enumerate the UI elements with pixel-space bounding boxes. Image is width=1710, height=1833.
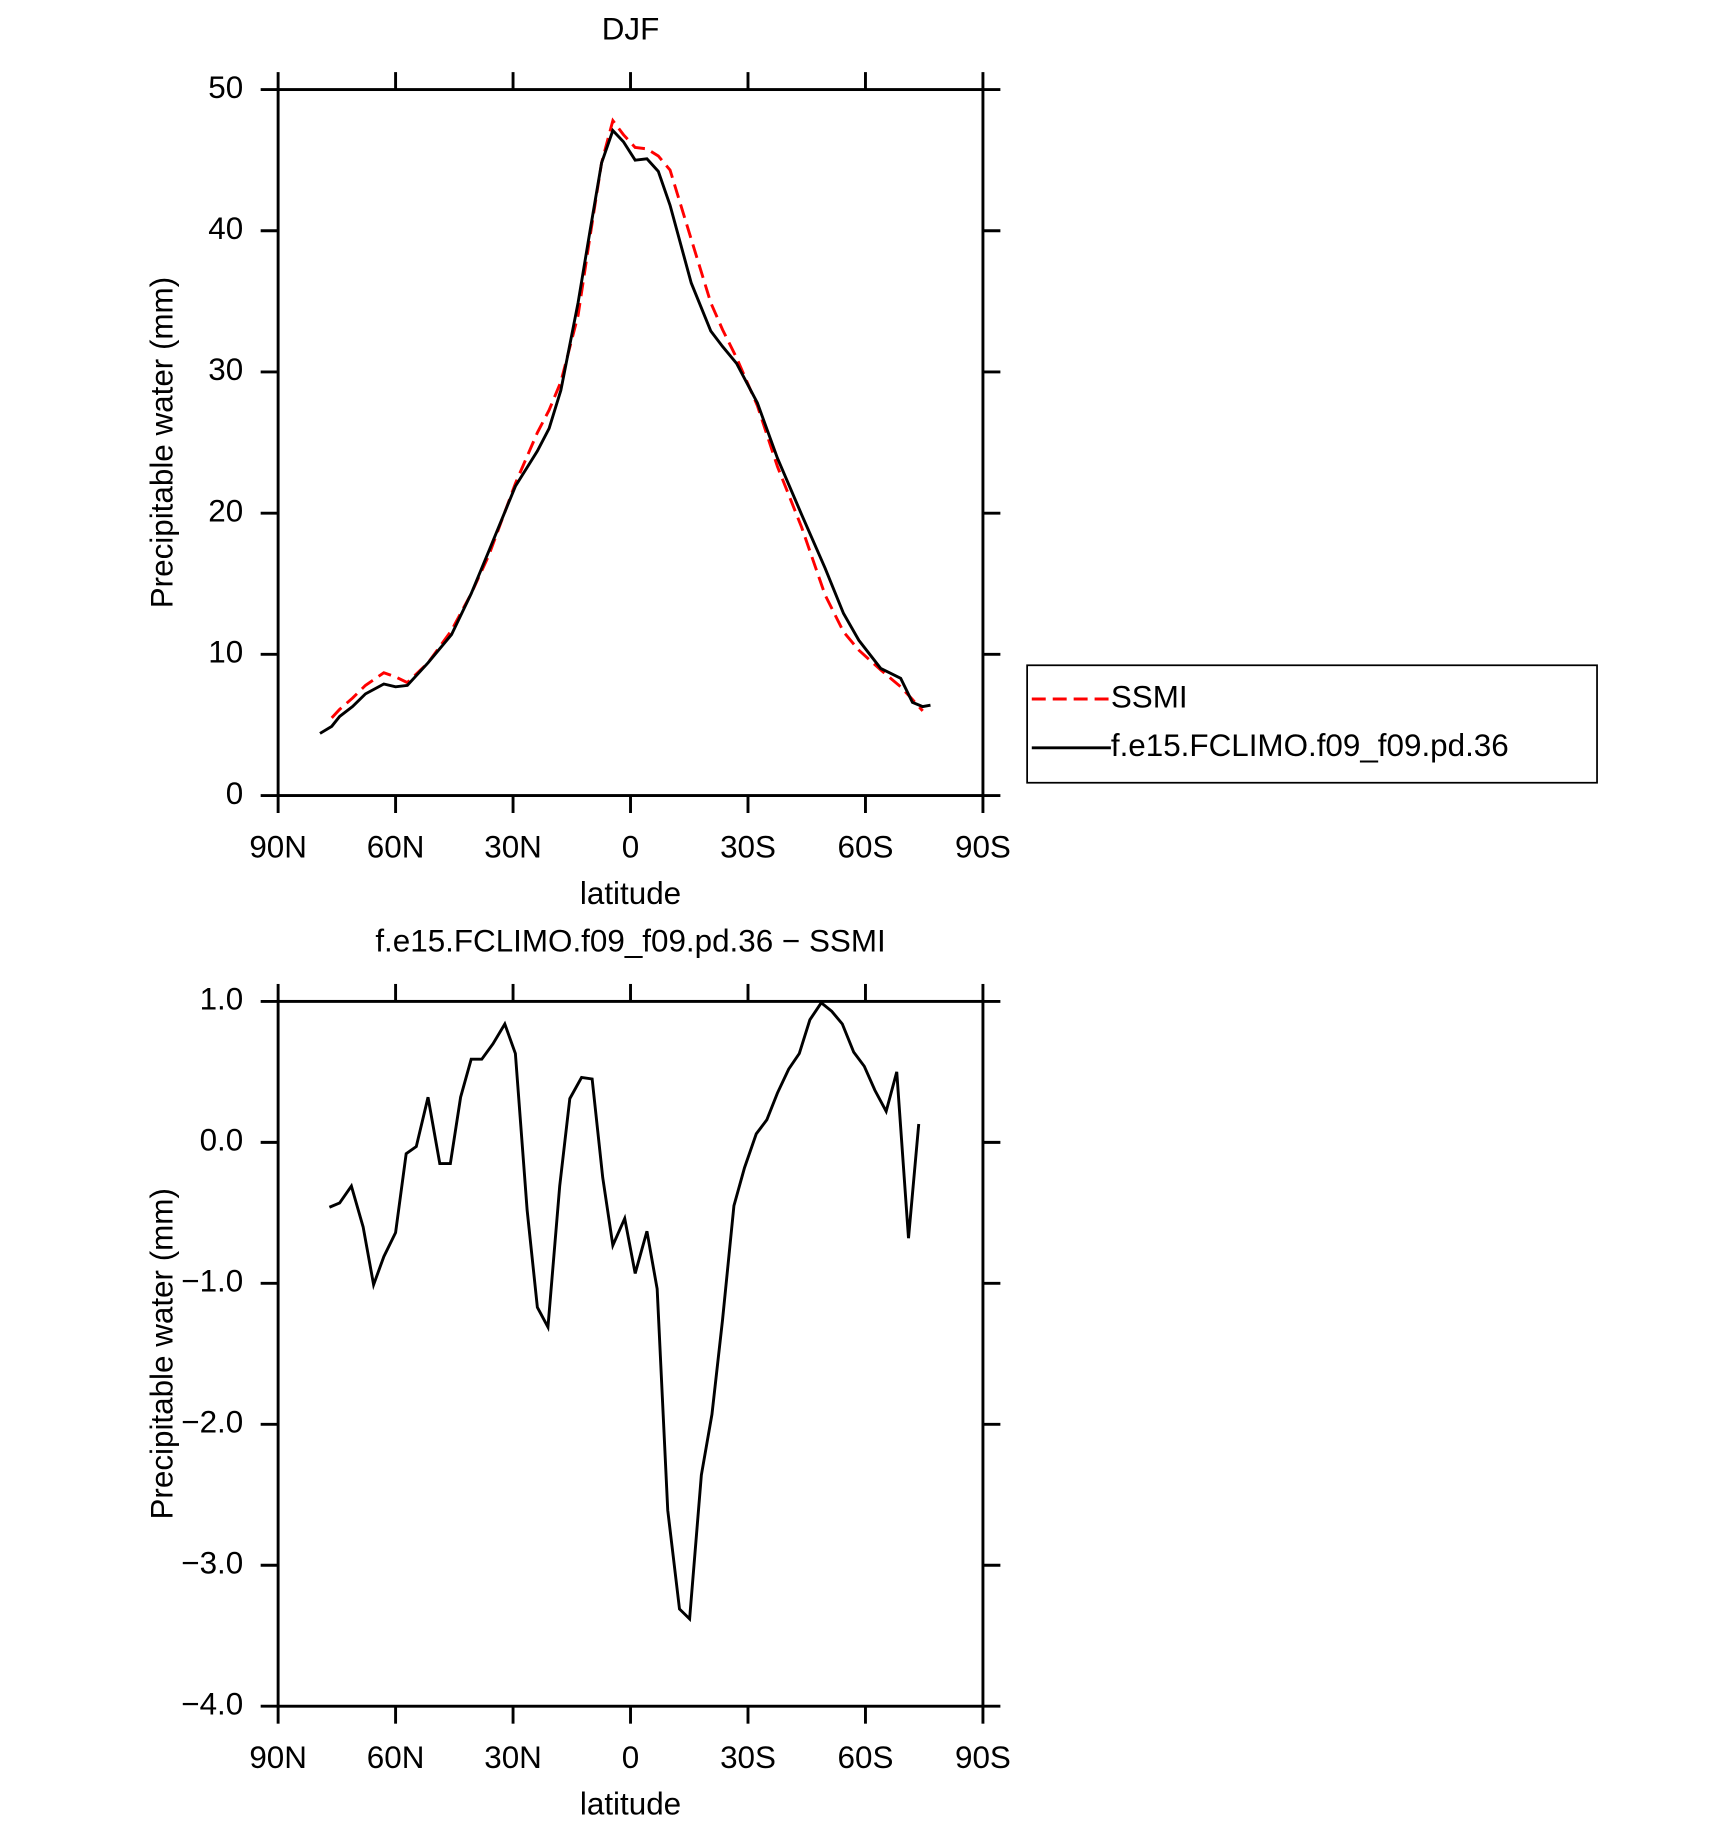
y-tick-label: −4.0 (181, 1687, 243, 1722)
chart-title: f.e15.FCLIMO.f09_f09.pd.36 − SSMI (375, 924, 885, 959)
y-tick-label: −2.0 (181, 1405, 243, 1440)
legend-box (1026, 664, 1598, 784)
x-tick-label: 60N (367, 1740, 425, 1775)
chart-title: DJF (602, 12, 660, 47)
x-tick-label: 0 (622, 1740, 639, 1775)
y-tick-label: 40 (208, 211, 243, 246)
x-tick-label: 30S (720, 1740, 776, 1775)
x-tick-label: 60N (367, 829, 425, 864)
legend-label: SSMI (1111, 679, 1188, 714)
x-axis-label: latitude (580, 876, 681, 911)
y-tick-label: 0.0 (200, 1123, 244, 1158)
y-tick-label: 10 (208, 635, 243, 670)
data-line (319, 127, 931, 735)
x-tick-label: 90S (955, 829, 1011, 864)
y-tick-label: −1.0 (181, 1264, 243, 1299)
y-tick-label: 0 (226, 776, 243, 811)
y-tick-label: 20 (208, 493, 243, 528)
x-tick-label: 90N (249, 829, 307, 864)
x-tick-label: 30S (720, 829, 776, 864)
x-tick-label: 90N (249, 1740, 307, 1775)
x-tick-label: 0 (622, 829, 639, 864)
y-axis-label: Precipitable water (mm) (144, 1188, 179, 1519)
legend-label: f.e15.FCLIMO.f09_f09.pd.36 (1111, 728, 1509, 763)
y-tick-label: 50 (208, 70, 243, 105)
x-tick-label: 30N (484, 829, 542, 864)
x-tick-label: 90S (955, 1740, 1011, 1775)
x-tick-label: 60S (838, 829, 894, 864)
y-tick-label: 1.0 (200, 982, 244, 1017)
y-tick-label: 30 (208, 352, 243, 387)
data-line (330, 117, 924, 719)
data-line (328, 1000, 921, 1623)
y-tick-label: −3.0 (181, 1546, 243, 1581)
plot-frame (276, 999, 985, 1708)
x-tick-label: 60S (838, 1740, 894, 1775)
x-axis-label: latitude (580, 1787, 681, 1822)
plot-frame (276, 88, 985, 797)
y-axis-label: Precipitable water (mm) (144, 277, 179, 608)
x-tick-label: 30N (484, 1740, 542, 1775)
